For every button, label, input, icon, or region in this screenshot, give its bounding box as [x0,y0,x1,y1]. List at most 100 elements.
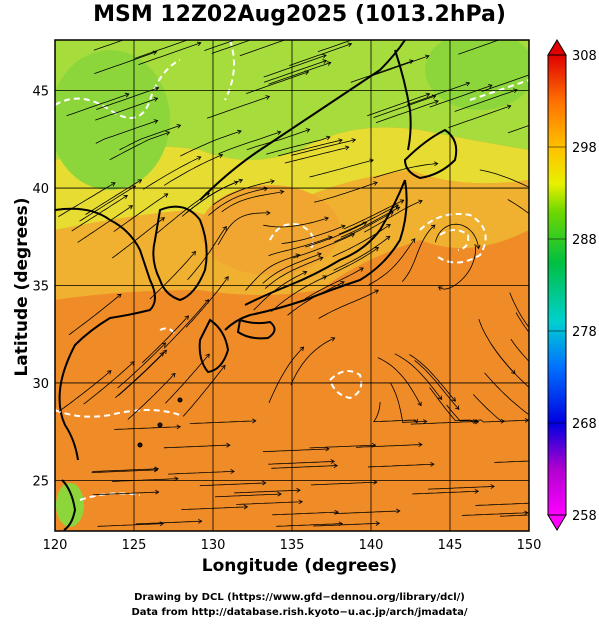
streamline [262,253,322,284]
streamline-arrow [153,119,159,124]
streamline [458,40,501,55]
streamline-arrow [454,405,460,410]
streamline [156,192,210,234]
streamline [414,360,460,410]
streamline-arrow [394,204,400,209]
coastlines [55,40,458,531]
streamline-arrow [374,289,379,294]
streamline [373,95,436,118]
streamline-arrow [330,337,336,342]
streamline [490,343,529,388]
streamline-arrow [226,442,231,448]
streamline-arrow [270,31,274,35]
streamline-arrow [430,461,435,467]
streamline-arrow [433,161,439,167]
colorbar: 308 298 288 278 268 258 [547,39,597,531]
streamline-arrow [230,469,235,474]
streamline-arrow [155,489,160,495]
y-axis: 25 30 35 40 45 [32,85,49,490]
streamline [332,224,391,257]
streamline-arrow [418,442,423,448]
streamline [412,490,479,495]
streamline-arrow [488,84,493,89]
colorbar-tick-label: 308 [572,49,597,64]
streamline-arrow [265,95,271,100]
streamline [85,179,142,215]
streamline [446,404,505,423]
streamline-arrow [205,192,210,197]
streamline [333,510,400,515]
y-tick-label: 25 [32,474,49,489]
streamline [373,401,418,423]
colorbar-tick-label: 258 [572,509,597,524]
streamline [114,426,181,430]
streamline-arrow [423,419,428,424]
map-title: MSM 12Z02Aug2025 (1013.2hPa) [93,2,506,27]
streamlines [58,29,570,527]
streamline-arrow [161,342,167,347]
streamline-arrow [325,135,331,141]
streamline [143,156,201,190]
streamline [438,244,476,290]
streamline [276,523,343,527]
streamline-arrow [152,50,158,56]
streamline-arrow [500,418,506,424]
streamline-arrow [330,459,335,464]
streamline-arrow [116,293,122,299]
streamline [461,512,528,516]
streamline-arrow [198,518,203,524]
streamline [271,275,327,312]
streamline [119,124,181,151]
streamline-arrow [124,92,130,98]
x-axis-title: Longitude (degrees) [201,556,398,576]
streamline-arrow [399,199,405,204]
streamline-arrow [163,193,169,198]
streamline-arrow [324,216,329,222]
streamline [92,468,159,472]
streamline-arrow [153,467,159,473]
streamline [263,54,327,78]
streamline-arrow [279,189,285,195]
streamline [109,131,170,161]
x-axis: 120 125 130 135 140 145 150 [43,538,542,553]
isotherm-contours [55,40,529,501]
colorbar-tick-label: 268 [572,417,597,432]
streamline-arrow [376,29,380,33]
streamline-arrow [304,70,310,76]
streamline [314,182,378,203]
streamline [217,212,270,245]
streamline [454,89,518,112]
streamline-arrow [430,224,436,230]
streamline-arrow [302,270,308,276]
streamline [221,191,284,213]
colorbar-min-arrow [547,514,567,531]
streamline [377,357,422,406]
streamline [168,471,235,475]
x-tick-label: 135 [280,538,305,553]
streamline-arrow [128,205,134,210]
streamline [473,394,529,422]
x-tick-label: 130 [201,538,226,553]
streamline [272,511,339,516]
streamline-arrow [277,491,282,497]
streamline [92,491,159,496]
streamline-arrow [340,224,346,230]
streamline-arrow [418,199,423,205]
streamline [268,236,332,257]
streamline [389,382,427,423]
streamline [141,315,189,364]
streamline-arrow [566,110,570,114]
y-tick-label: 45 [32,85,49,100]
streamline [515,312,529,333]
streamline [187,226,227,281]
streamline-arrow [474,488,480,494]
streamline-arrow [374,247,380,252]
streamline [268,461,335,465]
streamline [236,501,303,505]
streamline [367,463,434,468]
streamline-arrow [160,217,166,222]
streamline-arrow [193,36,197,40]
y-tick-label: 30 [32,377,49,392]
streamline-arrow [325,446,330,452]
